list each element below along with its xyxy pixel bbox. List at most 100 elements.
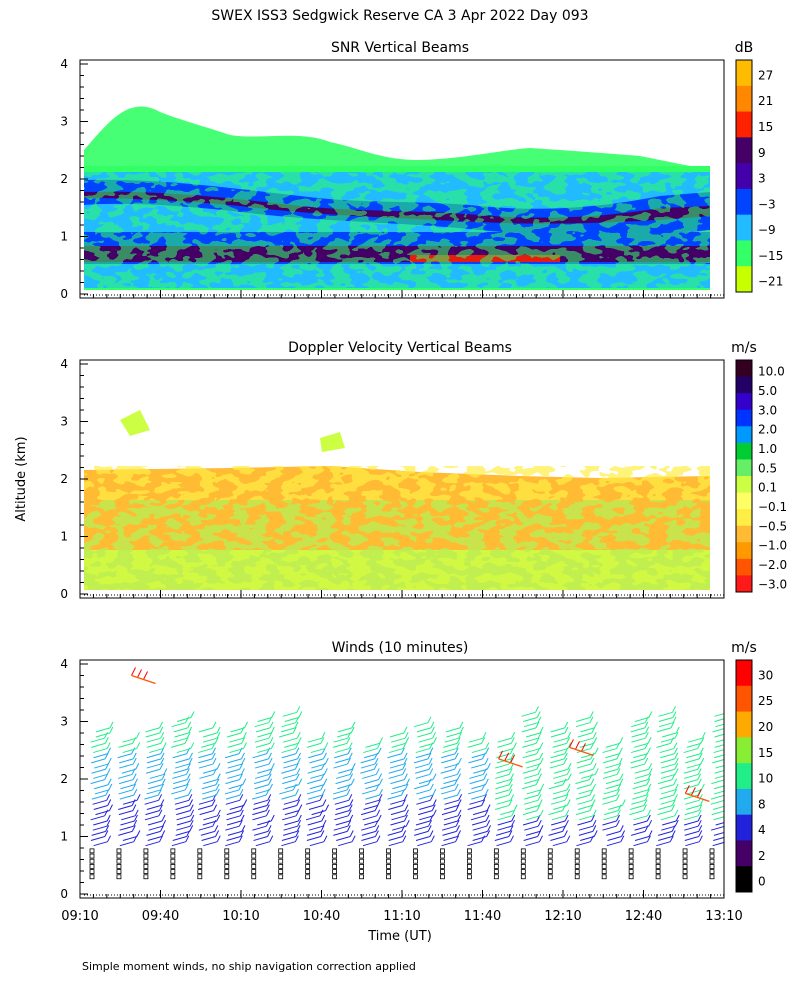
wind-barb-flag [159, 726, 164, 734]
wind-barb [226, 732, 242, 738]
wind-barb-flag [190, 742, 195, 749]
colorbar-swatch [736, 188, 752, 216]
wind-barb [364, 799, 380, 805]
wind-barb-flag [674, 783, 679, 791]
wind-barb-flag [214, 825, 219, 832]
wind-barb [445, 727, 461, 733]
colorbar-label: 0.1 [758, 481, 777, 495]
calm-marker [89, 848, 95, 854]
wind-barb-flag [481, 799, 486, 806]
wind-barb [602, 825, 617, 831]
wind-barb [333, 737, 348, 743]
wind-barb [660, 815, 675, 821]
wind-barb-flag [136, 830, 141, 837]
wind-barb-flag [427, 752, 432, 760]
wind-barb [281, 841, 296, 847]
wind-barb-flag [674, 768, 679, 775]
wind-barb-strong [143, 671, 148, 680]
wind-barb [224, 789, 240, 795]
wind-barb-flag [508, 783, 513, 791]
colorbar-label: 2 [758, 849, 766, 863]
colorbar-label: 8 [758, 797, 766, 811]
wind-barb-flag [674, 819, 679, 827]
wind-barb-flag [675, 726, 680, 734]
wind-barb [656, 742, 671, 748]
wind-barb [281, 768, 296, 774]
wind-barb-flag [538, 799, 543, 806]
wind-barb-strong-shaft [498, 758, 523, 768]
wind-barb [119, 779, 134, 785]
wind-barb-strong [684, 785, 690, 794]
y-tick-label: 1 [60, 230, 68, 244]
wind-barb-flag [158, 809, 163, 817]
wind-barb-flag [588, 773, 593, 780]
wind-barb-flag [535, 706, 539, 713]
wind-barb [418, 737, 433, 743]
colorbar-label: 0.5 [758, 461, 777, 475]
wind-barb-flag [296, 825, 301, 832]
wind-barb-flag [185, 768, 190, 775]
wind-barb [338, 841, 353, 847]
wind-barb-flag [349, 799, 354, 806]
wind-barb-flag [616, 794, 620, 801]
wind-barb-flag [457, 757, 462, 765]
wind-barb [415, 773, 430, 779]
wind-barb [254, 722, 269, 728]
wind-barb [364, 820, 379, 826]
wind-barb-flag [537, 819, 542, 827]
wind-barb [552, 742, 567, 748]
wind-barb-flag [270, 814, 275, 822]
colorbar-swatch [736, 788, 752, 816]
wind-barb-flag [186, 773, 191, 780]
wind-barb [308, 753, 323, 759]
wind-barb [658, 722, 674, 728]
wind-barb [170, 742, 186, 748]
wind-barb-flag [403, 773, 408, 780]
wind-barb [550, 753, 565, 759]
wind-barb [334, 753, 349, 759]
calm-marker [547, 853, 553, 859]
wind-barb [521, 742, 537, 748]
calm-marker [224, 869, 230, 874]
colorbar-label: 21 [758, 94, 773, 108]
wind-barb-flag [564, 819, 569, 827]
wind-barb [444, 799, 459, 805]
wind-barb [634, 836, 650, 842]
calm-marker [332, 869, 338, 874]
calm-marker [143, 858, 149, 864]
wind-barb [335, 820, 350, 826]
calm-marker [386, 858, 391, 864]
calm-marker [197, 853, 203, 859]
wind-barb [281, 748, 296, 754]
wind-barb [226, 815, 241, 821]
wind-barb [257, 748, 272, 754]
calm-marker [197, 858, 203, 864]
wind-barb [284, 742, 299, 748]
wind-barb [713, 831, 724, 836]
wind-barb-flag [266, 799, 271, 806]
wind-barb-flag [455, 804, 460, 811]
wind-barb [284, 810, 299, 816]
calm-marker [547, 858, 553, 864]
wind-barb [472, 836, 487, 842]
wind-barb-flag [107, 778, 112, 785]
wind-barb-flag [106, 768, 111, 775]
wind-barb-flag [459, 726, 464, 734]
wind-barb-flag [510, 752, 515, 760]
doppler-title: Doppler Velocity Vertical Beams [288, 340, 512, 356]
wind-barb [497, 820, 512, 826]
wind-barb-flag [268, 731, 273, 739]
wind-barb-flag [729, 737, 732, 743]
wind-barb-flag [589, 716, 594, 723]
wind-barb [145, 810, 160, 816]
wind-barb [225, 794, 241, 800]
calm-marker [305, 869, 311, 874]
wind-barb-flag [240, 830, 245, 837]
wind-barb-flag [566, 799, 571, 806]
colorbar-swatch [736, 393, 752, 411]
wind-barb [144, 799, 159, 805]
wind-barb [173, 768, 188, 774]
wind-barb-flag [403, 726, 408, 734]
wind-barb [361, 789, 377, 795]
wind-barb [392, 825, 407, 831]
